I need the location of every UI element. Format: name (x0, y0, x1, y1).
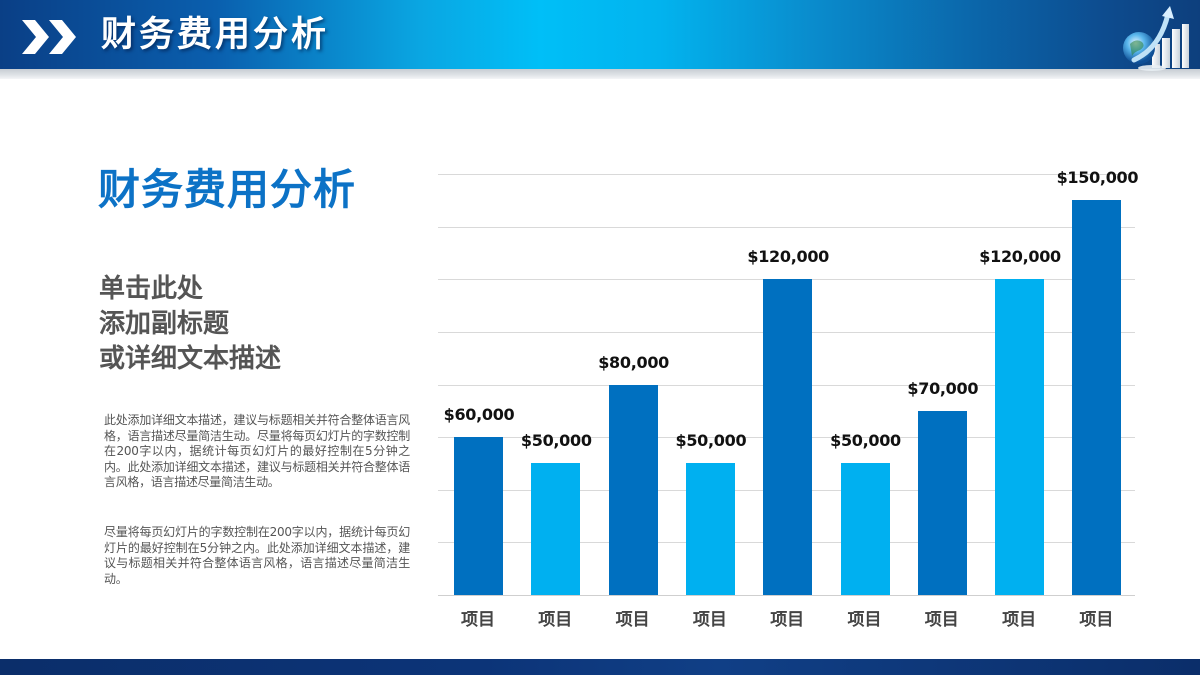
description-paragraph: 尽量将每页幻灯片的字数控制在200字以内，据统计每页幻灯片的最好控制在5分钟之内… (104, 525, 410, 586)
category-label: 项目 (770, 610, 805, 630)
page-title: 财务费用分析 (98, 165, 357, 214)
bar-value-label: $50,000 (520, 431, 592, 451)
header-bar (0, 0, 1200, 69)
header-title: 财务费用分析 (101, 15, 330, 55)
description-paragraph: 此处添加详细文本描述，建议与标题相关并符合整体语言风格，语言描述尽量简洁生动。尽… (104, 413, 410, 489)
chart-bar (840, 463, 890, 595)
category-label: 项目 (924, 610, 959, 630)
bar-value-label: $50,000 (675, 431, 747, 451)
category-label: 项目 (615, 610, 650, 630)
x-axis-line (438, 595, 1135, 596)
bar-chart: $60,000 项目 $50,000 项目 $80,000 项目 $50,000 项目 $120… (438, 150, 1138, 630)
header-shadow (0, 69, 1200, 79)
chart-bar (685, 463, 735, 595)
double-chevron-right-icon (22, 20, 76, 54)
category-label: 项目 (538, 610, 573, 630)
chart-bar (531, 463, 581, 595)
chart-bar (1072, 200, 1122, 595)
bar-value-label: $60,000 (443, 405, 515, 425)
category-label: 项目 (847, 610, 882, 630)
bar-value-label: $80,000 (598, 352, 669, 372)
bar-value-label: $150,000 (1056, 168, 1139, 188)
bar-value-label: $120,000 (747, 247, 829, 267)
category-label: 项目 (461, 610, 495, 630)
category-label: 项目 (1002, 610, 1037, 630)
subtitle: 单击此处 添加副标题 或详细文本描述 (99, 272, 399, 377)
footer-bar (0, 659, 1200, 675)
bar-value-label: $120,000 (979, 247, 1061, 267)
category-label: 项目 (1079, 610, 1114, 630)
globe-growth-chart-icon (1123, 6, 1189, 71)
chart-bar (995, 279, 1045, 595)
category-label: 项目 (692, 610, 727, 630)
chart-bar (454, 437, 503, 595)
gridline (438, 226, 1135, 228)
chart-bar (763, 279, 813, 595)
bar-value-label: $70,000 (907, 378, 979, 398)
subtitle-line: 添加副标题 (99, 309, 230, 339)
subtitle-line: 或详细文本描述 (99, 344, 282, 374)
chart-bar (917, 410, 967, 595)
bar-value-label: $50,000 (830, 431, 901, 451)
subtitle-line: 单击此处 (99, 274, 204, 304)
gridline (438, 174, 1135, 175)
chart-bar (608, 384, 658, 595)
